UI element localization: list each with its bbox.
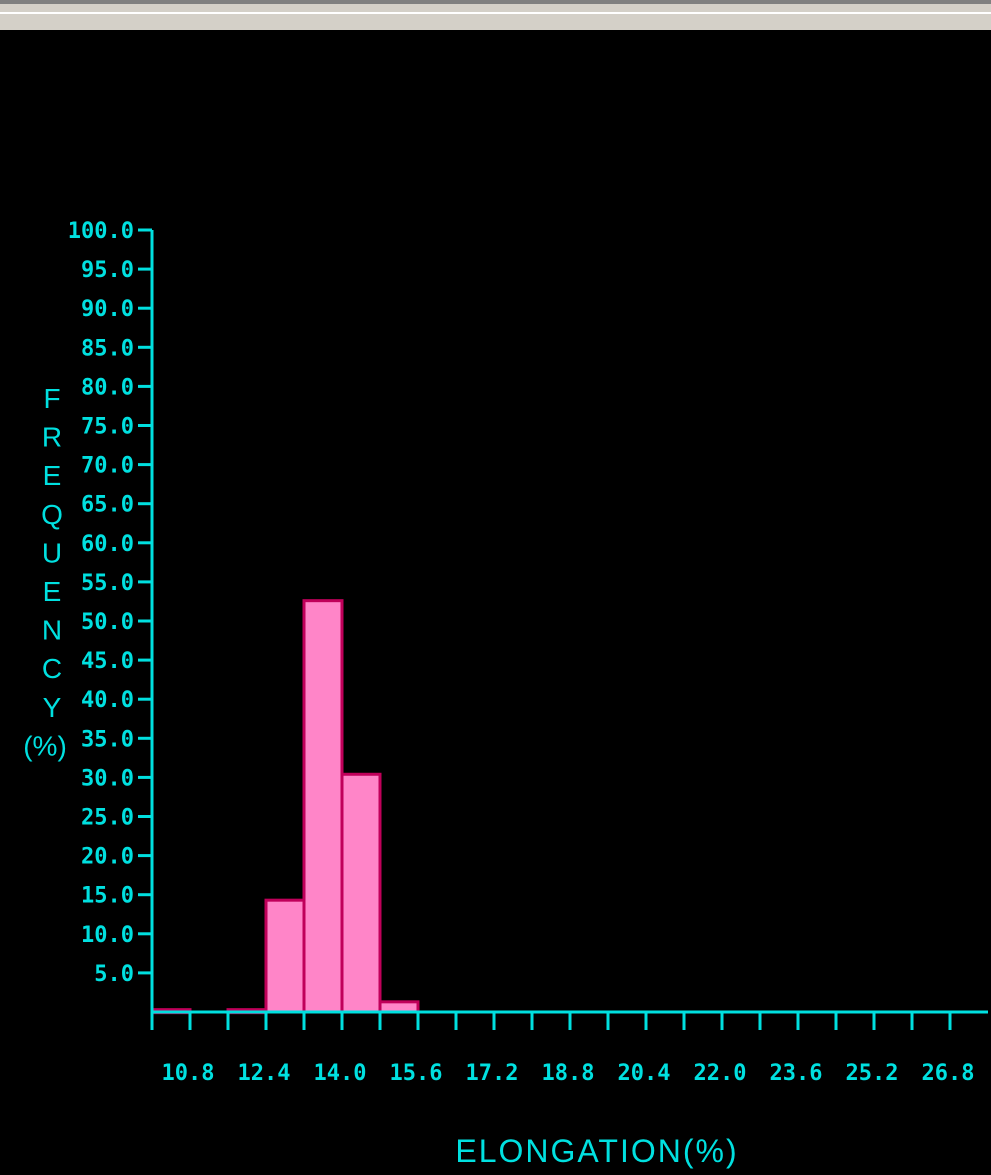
y-title-letter-1: R <box>42 422 62 453</box>
x-tick-label-9: 25.2 <box>846 1061 899 1086</box>
x-tick-label-1: 12.4 <box>238 1061 291 1086</box>
y-tick-label-18: 95.0 <box>81 258 134 283</box>
histogram-bar-3 <box>264 898 306 1014</box>
x-tick-label-3: 15.6 <box>390 1061 443 1086</box>
y-tick-label-3: 20.0 <box>81 845 134 870</box>
y-title-letter-6: N <box>42 615 62 646</box>
y-tick-label-5: 30.0 <box>81 766 134 791</box>
y-tick-label-2: 15.0 <box>81 884 134 909</box>
y-tick-label-4: 25.0 <box>81 806 134 831</box>
window-title-bar <box>0 0 991 30</box>
x-tick-label-6: 20.4 <box>618 1061 671 1086</box>
y-tick-label-12: 65.0 <box>81 493 134 518</box>
y-tick-label-16: 85.0 <box>81 336 134 361</box>
y-title-letter-7: C <box>42 653 62 684</box>
histogram-bar-4 <box>302 599 344 1014</box>
x-tick-label-10: 26.8 <box>922 1061 975 1086</box>
y-tick-label-10: 55.0 <box>81 571 134 596</box>
y-tick-label-0: 5.0 <box>94 962 134 987</box>
y-title-letter-4: U <box>42 537 62 568</box>
y-tick-labels: 5.0 10.0 15.0 20.0 25.0 30.0 35.0 40.0 45.0 50.0 5… <box>68 219 134 987</box>
y-title-letter-5: E <box>43 576 62 607</box>
y-tick-label-6: 35.0 <box>81 727 134 752</box>
x-tick-label-5: 18.8 <box>542 1061 595 1086</box>
x-tick-label-2: 14.0 <box>314 1061 367 1086</box>
histogram-bar-5 <box>340 772 382 1014</box>
histogram-chart: 5.0 10.0 15.0 20.0 25.0 30.0 35.0 40.0 45.0 50.0 5… <box>23 219 988 1169</box>
y-title-letter-0: F <box>43 383 60 414</box>
y-tick-label-1: 10.0 <box>81 923 134 948</box>
histogram-bar-6 <box>378 1000 420 1014</box>
x-axis-title: ELONGATION(%) <box>455 1133 738 1169</box>
axes-layer <box>138 228 988 1030</box>
y-title-letter-9: (%) <box>23 730 67 761</box>
y-tick-label-7: 40.0 <box>81 688 134 713</box>
y-tick-label-9: 50.0 <box>81 610 134 635</box>
x-tick-labels: 10.8 12.4 14.0 15.6 17.2 18.8 20.4 22.0 23.6 25.2… <box>162 1061 975 1086</box>
title-bar-highlight <box>0 12 991 14</box>
x-tick-label-7: 22.0 <box>694 1061 747 1086</box>
y-tick-label-15: 80.0 <box>81 375 134 400</box>
y-tick-label-17: 90.0 <box>81 297 134 322</box>
y-tick-label-8: 45.0 <box>81 649 134 674</box>
y-tick-label-11: 60.0 <box>81 532 134 557</box>
x-tick-label-0: 10.8 <box>162 1061 215 1086</box>
y-title-letter-8: Y <box>43 692 62 723</box>
x-tick-label-8: 23.6 <box>770 1061 823 1086</box>
y-tick-label-14: 75.0 <box>81 415 134 440</box>
y-title-letter-3: Q <box>41 499 63 530</box>
x-tick-label-4: 17.2 <box>466 1061 519 1086</box>
y-tick-label-19: 100.0 <box>68 219 134 244</box>
y-tick-label-13: 70.0 <box>81 454 134 479</box>
bars-layer <box>150 599 420 1015</box>
y-title-letter-2: E <box>43 460 62 491</box>
